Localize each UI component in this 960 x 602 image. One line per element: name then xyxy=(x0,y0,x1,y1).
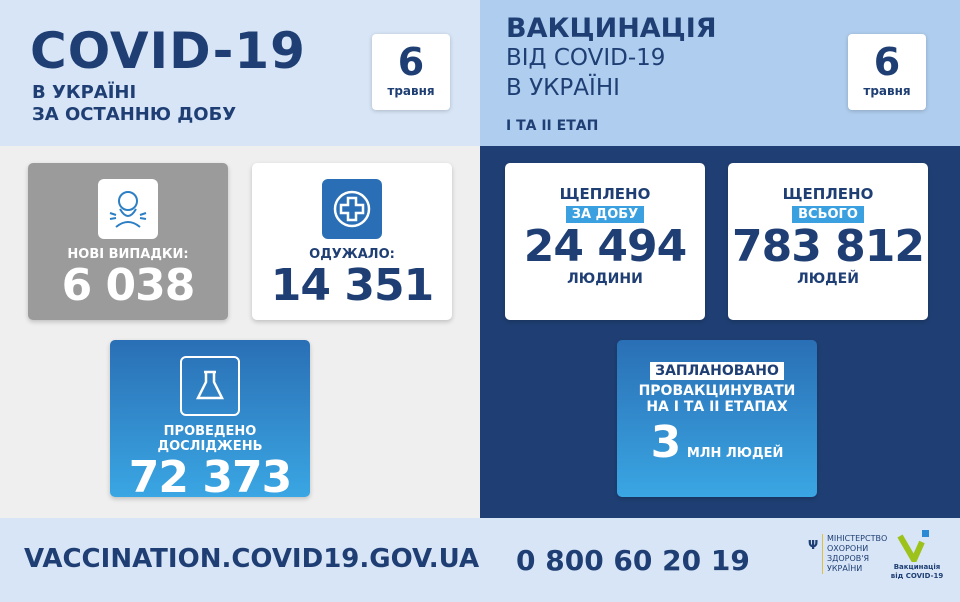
vacc-title: ВАКЦИНАЦІЯ xyxy=(506,13,717,44)
vaccinated-total-pill: ВСЬОГО xyxy=(792,206,864,223)
recovered-value: 14 351 xyxy=(270,260,434,311)
covid-title: COVID-19 xyxy=(30,22,306,80)
date-day: 6 xyxy=(397,40,425,84)
new-cases-card: НОВІ ВИПАДКИ: 6 038 xyxy=(28,163,228,320)
tests-value: 72 373 xyxy=(128,452,292,503)
vaccinated-label: ЩЕПЛЕНО xyxy=(559,185,651,203)
date-month: травня xyxy=(863,84,911,98)
hotline-phone: 0 800 60 20 19 xyxy=(516,544,750,577)
trident-icon: Ψ xyxy=(808,538,819,552)
subtitle-line2: ЗА ОСТАННЮ ДОБУ xyxy=(32,104,237,125)
vaccinated-day-card: ЩЕПЛЕНО ЗА ДОБУ 24 494 ЛЮДИНИ xyxy=(505,163,705,320)
vaccinated-day-pill: ЗА ДОБУ xyxy=(565,206,645,223)
new-cases-value: 6 038 xyxy=(61,260,196,311)
planned-unit: МЛН ЛЮДЕЙ xyxy=(686,446,784,461)
planned-line2: НА І ТА ІІ ЕТАПАХ xyxy=(646,399,788,415)
vacc-line2: ВІД COVID-19 xyxy=(506,45,666,71)
vaccinated-label: ЩЕПЛЕНО xyxy=(782,185,874,203)
planned-value: 3 xyxy=(650,417,682,468)
vaccination-v-logo-icon xyxy=(896,528,936,567)
planned-card: ЗАПЛАНОВАНО ПРОВАКЦИНУВАТИ НА І ТА ІІ ЕТ… xyxy=(617,340,817,497)
ministry-line: ОХОРОНИ xyxy=(827,544,869,553)
vaccinated-total-card: ЩЕПЛЕНО ВСЬОГО 783 812 ЛЮДЕЙ xyxy=(728,163,928,320)
ministry-line: УКРАЇНИ xyxy=(827,564,863,573)
vaccinated-total-unit: ЛЮДЕЙ xyxy=(797,271,859,287)
planned-pill: ЗАПЛАНОВАНО xyxy=(650,362,784,380)
vaccinated-day-value: 24 494 xyxy=(523,221,687,272)
vaccination-logo-text: Вакцинація від COVID-19 xyxy=(886,563,948,581)
vacc-logo-line1: Вакцинація xyxy=(893,563,941,571)
tests-card: ПРОВЕДЕНО ДОСЛІДЖЕНЬ 72 373 xyxy=(110,340,310,502)
website-link[interactable]: VACCINATION.COVID19.GOV.UA xyxy=(24,544,480,574)
date-day: 6 xyxy=(873,40,901,84)
tests-label: ПРОВЕДЕНО ДОСЛІДЖЕНЬ xyxy=(157,424,263,454)
date-badge-right: 6 травня xyxy=(848,34,926,110)
coughing-person-icon xyxy=(98,179,158,239)
vacc-line3: В УКРАЇНІ xyxy=(506,75,620,101)
vaccinated-total-value: 783 812 xyxy=(731,221,925,272)
vacc-logo-line2: від COVID-19 xyxy=(890,572,944,580)
planned-line1: ПРОВАКЦИНУВАТИ xyxy=(638,383,796,399)
new-cases-label: НОВІ ВИПАДКИ: xyxy=(67,247,189,262)
footer xyxy=(0,518,960,602)
vacc-stage: І ТА ІІ ЕТАП xyxy=(506,118,599,134)
ministry-line: ЗДОРОВ'Я xyxy=(827,554,870,563)
ministry-logo: МІНІСТЕРСТВО ОХОРОНИ ЗДОРОВ'Я УКРАЇНИ xyxy=(822,534,887,574)
date-month: травня xyxy=(387,84,435,98)
vaccinated-day-unit: ЛЮДИНИ xyxy=(567,271,643,287)
date-badge-left: 6 травня xyxy=(372,34,450,110)
recovered-card: ОДУЖАЛО: 14 351 xyxy=(252,163,452,320)
flask-icon xyxy=(180,356,240,416)
recovered-label: ОДУЖАЛО: xyxy=(309,247,395,262)
subtitle-line1: В УКРАЇНІ xyxy=(32,82,137,103)
medical-cross-icon xyxy=(322,179,382,239)
ministry-line: МІНІСТЕРСТВО xyxy=(827,534,888,543)
